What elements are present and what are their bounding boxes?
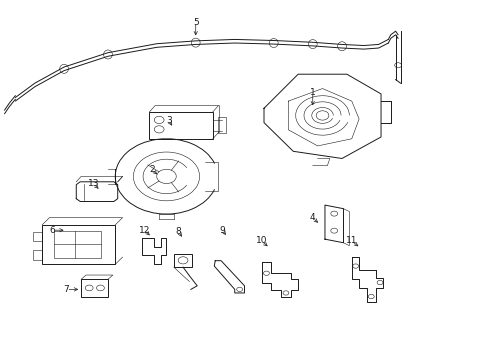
Text: 8: 8 xyxy=(176,228,181,237)
Bar xyxy=(81,279,108,297)
Text: 2: 2 xyxy=(149,165,154,174)
Bar xyxy=(173,253,192,267)
Text: 1: 1 xyxy=(309,87,315,96)
Text: 11: 11 xyxy=(346,237,357,246)
Text: 12: 12 xyxy=(139,226,150,235)
Text: 3: 3 xyxy=(166,116,171,125)
Bar xyxy=(33,250,42,260)
Text: 7: 7 xyxy=(63,285,69,294)
Text: 5: 5 xyxy=(192,18,198,27)
Text: 6: 6 xyxy=(49,226,55,235)
Text: 10: 10 xyxy=(255,237,267,246)
Bar xyxy=(217,117,226,134)
Text: 4: 4 xyxy=(309,213,315,222)
Bar xyxy=(149,112,212,139)
Text: 9: 9 xyxy=(219,226,225,235)
Bar xyxy=(42,225,115,264)
Text: 13: 13 xyxy=(87,179,99,188)
Bar xyxy=(33,231,42,242)
Bar xyxy=(54,231,101,258)
